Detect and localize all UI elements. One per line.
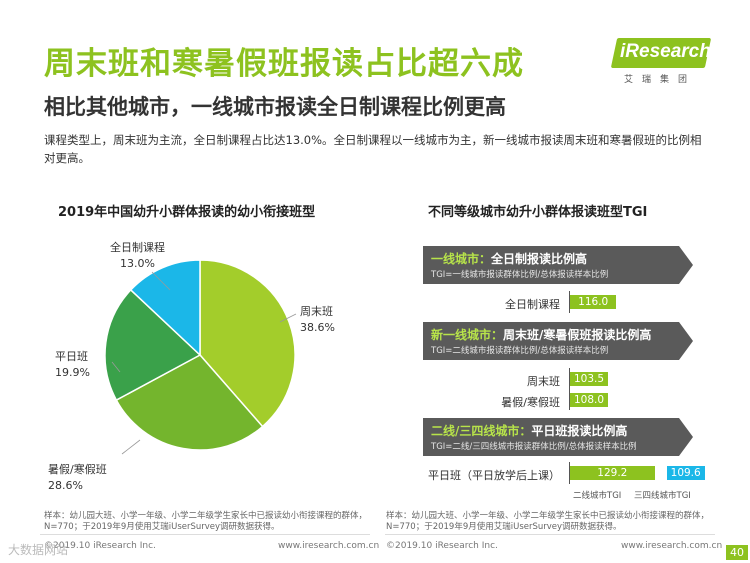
logo-cn-text: 艾瑞集团 [624,75,697,85]
group-header-tier2-title: 二线/三四线城市：平日班报读比例高 [431,422,627,439]
pie-label-holiday-name: 暑假/寒假班 [48,463,107,476]
logo-text: iResearch [620,41,711,62]
tgi-bar-weekday-tier34: 109.6 [666,466,705,480]
pie-chart-title: 2019年中国幼升小群体报读的幼小衔接班型 [58,205,316,220]
row-label-holiday: 暑假/寒假班 [501,396,560,409]
pie-label-fulltime: 全日制课程 13.0% [110,240,165,272]
group-header-tier2: 二线/三四线城市：平日班报读比例高 TGI=二线/三四线城市报读群体比例/总体报… [423,418,679,456]
tgi-bar-holiday: 108.0 [570,393,608,407]
tgi-baseline-newtier1 [569,368,570,410]
page-subtitle: 相比其他城市，一线城市报读全日制课程比例更高 [44,95,506,119]
watermark-text: 大数据网站 [8,543,69,557]
tgi-bar-fulltime: 116.0 [570,295,617,309]
group-header-arrow-0 [679,246,693,284]
note-right: 样本：幼儿园大班、小学一年级、小学二年级学生家长中已报读幼小衔接课程的群体，N=… [386,511,710,532]
pie-leader-line-0 [151,271,171,291]
pie-slice-2 [104,288,202,402]
pie-leader-line-3 [121,439,141,455]
footer-divider-right [385,534,715,535]
footer-url-left[interactable]: www.iresearch.com.cn [278,541,380,551]
group-newtier1-note: TGI=二线城市报读群体比例/总体报读样本比例 [431,346,609,356]
group-header-newtier1: 新一线城市：周末班/寒暑假班报读比例高 TGI=二线城市报读群体比例/总体报读样… [423,322,679,360]
group-header-arrow-2 [679,418,693,456]
pie-label-fulltime-name: 全日制课程 [110,241,165,254]
pie-label-weekday-value: 19.9% [55,366,90,379]
row-label-weekday: 平日班（平日放学后上课） [428,469,560,482]
page-description: 课程类型上，周末班为主流，全日制课程占比达13.0%。全日制课程以一线城市为主，… [44,133,702,165]
page-title: 周末班和寒暑假班报读占比超六成 [44,46,524,82]
pie-leader-line-2 [111,361,121,373]
tgi-baseline-tier2 [569,462,570,484]
group-tier1-city: 一线城市： [431,252,492,266]
footer-copyright-left: ©2019.10 iResearch Inc. [44,541,156,551]
pie-slice-0 [199,259,296,428]
pie-slice-1 [115,354,264,451]
group-header-newtier1-title: 新一线城市：周末班/寒暑假班报读比例高 [431,326,651,343]
page-number: 40 [726,545,748,560]
footer-url-right[interactable]: www.iresearch.com.cn [621,541,723,551]
legend-tier34: 三四线城市TGI [634,491,691,501]
tgi-chart-title: 不同等级城市幼升小群体报读班型TGI [428,205,648,220]
group-tier1-heading: 全日制报读比例高 [491,252,588,266]
pie-label-weekend-name: 周末班 [300,305,333,318]
tgi-bar-weekday-tier2: 129.2 [570,466,655,480]
iresearch-logo: iResearch 艾瑞集团 [610,38,714,86]
pie-label-weekend-value: 38.6% [300,321,335,334]
group-header-tier1-title: 一线城市：全日制报读比例高 [431,250,587,267]
group-newtier1-heading: 周末班/寒暑假班报读比例高 [503,328,652,342]
footer-divider-left [40,534,370,535]
tgi-bar-weekend: 103.5 [570,372,608,386]
group-tier1-note: TGI=一线城市报读群体比例/总体报读样本比例 [431,270,609,280]
pie-label-weekday: 平日班 19.9% [55,349,90,381]
pie-slice-3 [129,259,201,357]
note-left: 样本：幼儿园大班、小学一年级、小学二年级学生家长中已报读幼小衔接课程的群体，N=… [44,511,368,532]
pie-label-holiday: 暑假/寒假班 28.6% [48,462,107,494]
group-newtier1-city: 新一线城市： [431,328,504,342]
pie-label-weekend: 周末班 38.6% [300,304,335,336]
legend-tier2: 二线城市TGI [573,491,622,501]
pie-label-holiday-value: 28.6% [48,479,83,492]
group-header-tier1: 一线城市：全日制报读比例高 TGI=一线城市报读群体比例/总体报读样本比例 [423,246,679,284]
group-tier2-city: 二线/三四线城市： [431,424,532,438]
pie-label-fulltime-value: 13.0% [120,257,155,270]
group-header-arrow-1 [679,322,693,360]
row-label-fulltime: 全日制课程 [505,298,560,311]
tgi-baseline-tier1 [569,291,570,313]
pie-leader-line-1 [279,313,297,323]
group-tier2-note: TGI=二线/三四线城市报读群体比例/总体报读样本比例 [431,442,637,452]
group-tier2-heading: 平日班报读比例高 [531,424,628,438]
row-label-weekend: 周末班 [527,375,560,388]
pie-label-weekday-name: 平日班 [55,350,88,363]
footer-copyright-right: ©2019.10 iResearch Inc. [386,541,498,551]
